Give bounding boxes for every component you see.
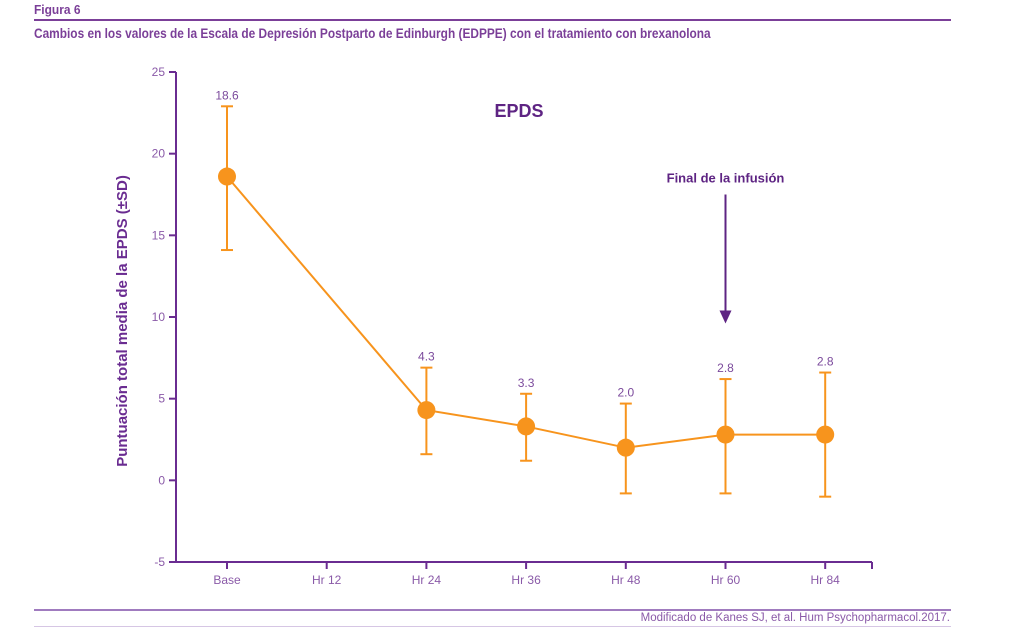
y-tick-label: 10: [152, 310, 166, 324]
y-tick-label: 0: [158, 473, 165, 487]
data-label: 4.3: [418, 350, 435, 364]
x-tick-label: Hr 36: [511, 573, 541, 587]
data-point-group: 2.8: [716, 361, 735, 495]
data-label: 3.3: [518, 376, 535, 390]
y-tick-label: 20: [152, 147, 166, 161]
data-point: [816, 425, 835, 444]
top-divider: [34, 19, 951, 21]
data-point: [517, 417, 536, 436]
data-point-group: 18.6: [215, 88, 239, 252]
series-line: [226, 175, 826, 449]
y-tick-label: 25: [152, 65, 166, 79]
data-point: [417, 401, 436, 420]
x-tick-label: Hr 84: [811, 573, 841, 587]
data-point-group: 4.3: [417, 350, 436, 456]
data-point-group: 2.8: [816, 355, 835, 498]
y-tick-label: 15: [152, 228, 166, 242]
data-point: [616, 438, 635, 457]
x-tick-label: Hr 48: [611, 573, 641, 587]
y-ticks: -5 0 5 10 15 20 25: [152, 65, 176, 569]
x-tick-label: Base: [213, 573, 241, 587]
annotations: Final de la infusión: [667, 171, 785, 324]
bottom-divider-thin: [34, 626, 951, 627]
y-tick-label: -5: [154, 555, 165, 569]
x-tick-label: Hr 12: [312, 573, 342, 587]
y-tick-label: 5: [158, 392, 165, 406]
data-point-group: 3.3: [517, 376, 536, 462]
source-citation: Modificado de Kanes SJ, et al. Hum Psych…: [640, 612, 950, 624]
figure-title: Cambios en los valores de la Escala de D…: [34, 26, 711, 41]
axes: [175, 72, 873, 569]
annotation-label: Final de la infusión: [667, 171, 785, 186]
arrow-down-icon: [719, 310, 732, 324]
bottom-divider: [34, 609, 951, 611]
y-axis-label: Puntuación total media de la EPDS (±SD): [114, 175, 131, 467]
series-epds: 18.6 4.3 3.3 2.0 2.8 2.8: [215, 88, 835, 498]
x-ticks: Base Hr 12 Hr 24 Hr 36 Hr 48 Hr 60 Hr 84: [213, 562, 840, 587]
data-label: 2.8: [817, 355, 834, 369]
figure-label: Figura 6: [34, 2, 81, 17]
data-point: [218, 167, 236, 186]
data-label: 2.8: [717, 361, 734, 375]
x-tick-label: Hr 60: [711, 573, 741, 587]
data-label: 2.0: [617, 386, 634, 400]
data-label: 18.6: [215, 88, 239, 102]
chart-title: EPDS: [494, 101, 543, 121]
data-point-group: 2.0: [616, 386, 635, 495]
data-point: [716, 425, 735, 444]
x-tick-label: Hr 24: [412, 573, 442, 587]
